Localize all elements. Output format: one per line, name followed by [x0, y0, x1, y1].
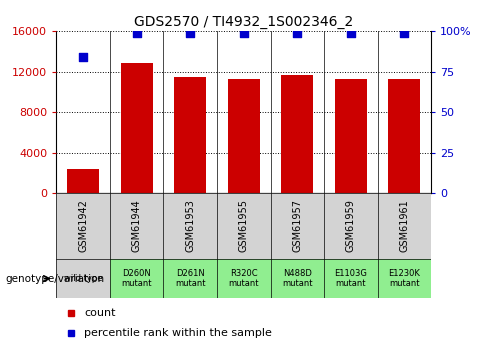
Bar — [378, 259, 431, 298]
Text: E1103G
mutant: E1103G mutant — [335, 269, 368, 288]
Bar — [270, 259, 324, 298]
Bar — [378, 193, 431, 259]
Bar — [56, 193, 110, 259]
Text: E1230K
mutant: E1230K mutant — [389, 269, 420, 288]
Text: GSM61961: GSM61961 — [399, 200, 410, 252]
Point — [186, 30, 194, 36]
Text: GSM61959: GSM61959 — [346, 199, 356, 253]
Bar — [164, 259, 217, 298]
Bar — [121, 63, 153, 193]
Text: R320C
mutant: R320C mutant — [228, 269, 259, 288]
Bar — [164, 193, 217, 259]
Text: D261N
mutant: D261N mutant — [175, 269, 205, 288]
Point — [294, 30, 301, 36]
Point — [133, 30, 141, 36]
Bar — [217, 193, 270, 259]
Bar — [67, 169, 99, 193]
Text: GSM61957: GSM61957 — [293, 199, 302, 253]
Text: D260N
mutant: D260N mutant — [122, 269, 152, 288]
Bar — [110, 259, 164, 298]
Bar — [174, 77, 206, 193]
Bar — [335, 79, 367, 193]
Bar — [217, 259, 270, 298]
Bar — [281, 75, 314, 193]
Bar — [110, 193, 164, 259]
Bar — [228, 79, 260, 193]
Text: GSM61944: GSM61944 — [132, 200, 142, 252]
Text: genotype/variation: genotype/variation — [5, 274, 104, 284]
Bar — [270, 193, 324, 259]
Bar — [324, 193, 378, 259]
Text: N488D
mutant: N488D mutant — [282, 269, 313, 288]
Point — [400, 30, 408, 36]
Title: GDS2570 / TI4932_1S002346_2: GDS2570 / TI4932_1S002346_2 — [134, 14, 353, 29]
Bar — [389, 79, 420, 193]
Point — [79, 54, 87, 60]
Text: percentile rank within the sample: percentile rank within the sample — [84, 328, 272, 338]
Text: count: count — [84, 308, 116, 318]
Text: GSM61953: GSM61953 — [185, 199, 195, 253]
Bar — [56, 259, 110, 298]
Point — [240, 30, 247, 36]
Text: wild type: wild type — [64, 274, 102, 283]
Text: GSM61942: GSM61942 — [78, 199, 88, 253]
Bar — [324, 259, 378, 298]
Text: GSM61955: GSM61955 — [239, 199, 249, 253]
Point — [347, 30, 355, 36]
